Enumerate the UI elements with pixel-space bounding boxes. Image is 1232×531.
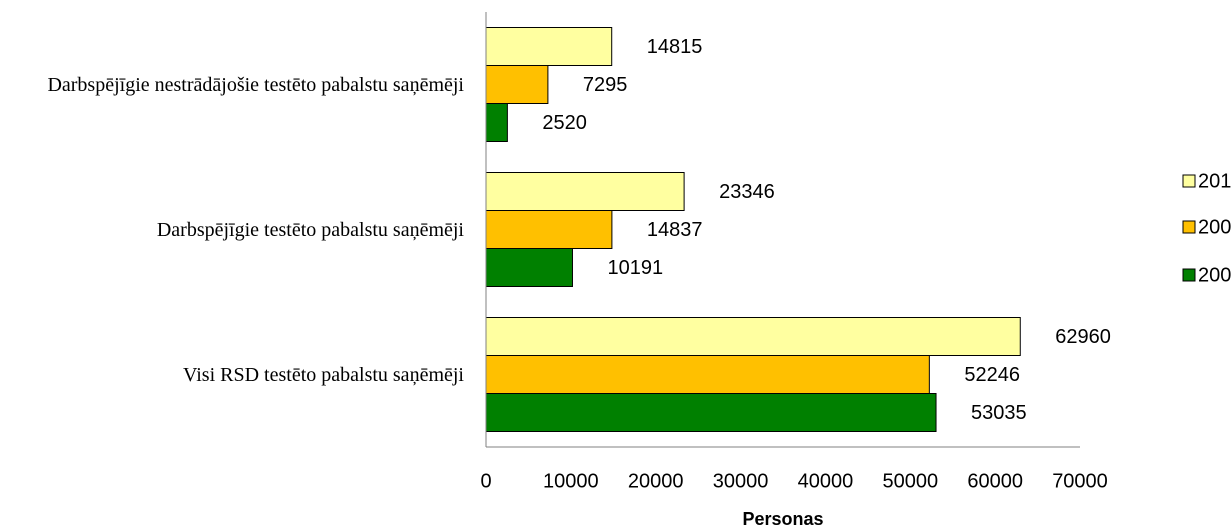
value-label: 23346 bbox=[719, 181, 775, 203]
x-tick-label: 60000 bbox=[967, 470, 1023, 492]
bar bbox=[485, 393, 937, 432]
value-label: 7295 bbox=[583, 74, 628, 96]
legend-label: 2009 bbox=[1198, 216, 1232, 238]
x-tick-label: 50000 bbox=[882, 470, 938, 492]
category-text: Darbspējīgie testēto pabalstu saņēmēji bbox=[156, 218, 464, 241]
y-tick-label: Darbspējīgie nestrādājošie testēto pabal… bbox=[0, 72, 464, 98]
value-label: 52246 bbox=[964, 364, 1020, 386]
legend-swatch bbox=[1182, 220, 1196, 234]
bar bbox=[485, 27, 613, 66]
x-tick-label: 10000 bbox=[543, 470, 599, 492]
y-tick-label: Darbspējīgie testēto pabalstu saņēmēji bbox=[0, 217, 464, 243]
value-label: 53035 bbox=[971, 402, 1027, 424]
legend-label: 2010 bbox=[1198, 170, 1232, 192]
category-text: Visi RSD testēto pabalstu saņēmēji bbox=[183, 363, 464, 386]
bar bbox=[485, 248, 573, 287]
x-tick-label: 20000 bbox=[628, 470, 684, 492]
bar bbox=[485, 172, 685, 211]
x-tick-label: 30000 bbox=[713, 470, 769, 492]
legend-swatch bbox=[1182, 174, 1196, 188]
x-tick-label: 70000 bbox=[1052, 470, 1108, 492]
bar bbox=[485, 65, 549, 104]
y-tick-label: Visi RSD testēto pabalstu saņēmēji bbox=[0, 362, 464, 388]
x-axis-label: Personas bbox=[742, 509, 823, 529]
value-label: 62960 bbox=[1055, 326, 1111, 348]
category-text: Darbspējīgie nestrādājošie testēto pabal… bbox=[47, 73, 464, 96]
value-label: 2520 bbox=[542, 112, 587, 134]
bar bbox=[485, 210, 613, 249]
legend-swatch bbox=[1182, 268, 1196, 282]
value-label: 10191 bbox=[607, 257, 663, 279]
bar bbox=[485, 103, 508, 142]
bar bbox=[485, 355, 930, 394]
value-label: 14815 bbox=[647, 36, 703, 58]
legend-label: 2008 bbox=[1198, 264, 1232, 286]
value-label: 14837 bbox=[647, 219, 703, 241]
x-tick-label: 0 bbox=[480, 470, 491, 492]
x-tick-label: 40000 bbox=[798, 470, 854, 492]
bar bbox=[485, 317, 1021, 356]
